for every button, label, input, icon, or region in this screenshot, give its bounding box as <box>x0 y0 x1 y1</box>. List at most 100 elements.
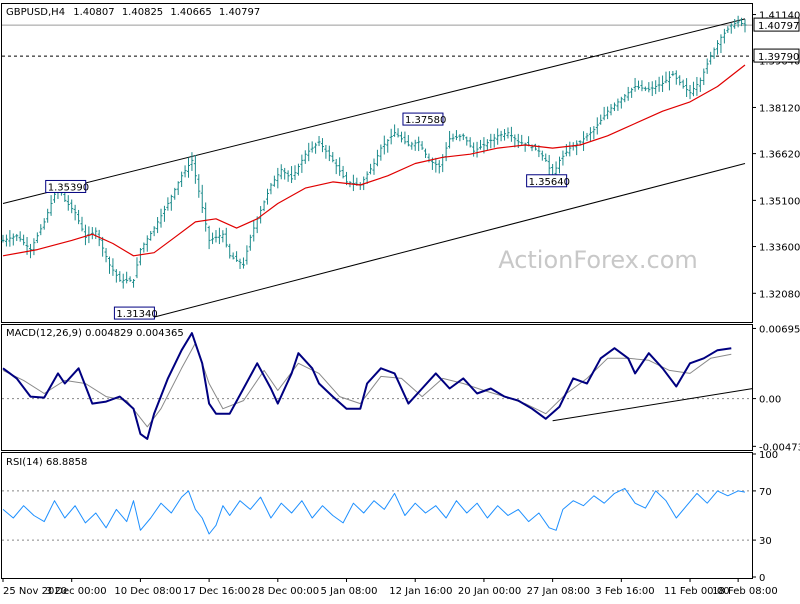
price-bar <box>434 157 438 173</box>
current-price-tag-box <box>753 17 800 32</box>
price-bar <box>162 205 166 222</box>
price-bar <box>389 128 393 145</box>
price-bar <box>369 163 373 175</box>
price-bar <box>341 165 345 179</box>
symbol-label: GBPUSD,H4 <box>6 7 65 18</box>
rsi-axis-label: 30 <box>759 536 772 547</box>
price-bar <box>667 71 671 91</box>
price-bar <box>114 269 118 283</box>
price-bar <box>104 248 108 263</box>
price-bar <box>540 150 544 161</box>
close-value: 1.40797 <box>219 7 260 18</box>
price-bar <box>393 124 397 137</box>
price-bar <box>365 171 369 184</box>
price-bar <box>156 217 160 234</box>
price-bar <box>283 167 287 180</box>
price-bar <box>678 75 682 86</box>
price-label-box <box>402 112 444 126</box>
reference-level-tag-text: 1.39790 <box>758 52 799 63</box>
price-bar <box>472 142 476 157</box>
price-bar <box>503 129 507 141</box>
price-bar <box>664 71 668 84</box>
price-axis-label: 1.33600 <box>759 243 800 254</box>
price-bar <box>221 230 225 243</box>
price-bar <box>169 194 173 211</box>
price-bar <box>32 238 36 256</box>
price-label: 1.35390 <box>45 179 89 193</box>
price-bar <box>640 80 644 92</box>
price-bar <box>310 141 314 153</box>
price-bar <box>176 181 180 195</box>
watermark: ActionForex.com <box>498 246 698 274</box>
time-axis-label: 12 Jan 16:00 <box>389 586 452 597</box>
time-axis-label: 27 Jan 08:00 <box>527 586 590 597</box>
price-layer: 1.35390 1.31340 1.37580 1.35640 <box>1 15 752 320</box>
time-axis-label: 5 Jan 08:00 <box>321 586 378 597</box>
price-bar <box>448 130 452 149</box>
price-bar <box>399 131 403 143</box>
reference-level-tag: 1.39790 <box>753 48 800 63</box>
price-bar <box>8 230 12 247</box>
macd-axis-label: -0.004736 <box>759 442 800 453</box>
price-bar <box>410 141 414 150</box>
price-bar <box>303 150 307 164</box>
price-bar <box>101 236 105 257</box>
price-bar <box>46 208 50 223</box>
price-bar <box>320 138 324 153</box>
price-bar <box>403 131 407 145</box>
price-bar <box>207 225 211 250</box>
price-bar <box>643 86 647 92</box>
price-bar <box>358 182 362 190</box>
price-bar <box>132 278 136 288</box>
price-bar <box>468 137 472 148</box>
price-bar <box>73 204 77 221</box>
price-bar <box>657 76 661 92</box>
price-bar <box>599 114 603 125</box>
price-bar <box>111 258 115 276</box>
price-axis-label: 1.32080 <box>759 289 800 300</box>
price-bar <box>661 75 665 92</box>
price-bar <box>204 202 208 232</box>
price-bar <box>11 233 15 246</box>
price-bar <box>286 170 290 182</box>
price-axis-label: 1.35100 <box>759 196 800 207</box>
price-bar <box>492 133 496 148</box>
macd-layer <box>2 332 754 440</box>
price-bar <box>272 175 276 187</box>
price-bar <box>568 141 572 157</box>
price-bar <box>262 200 266 212</box>
price-bar <box>681 79 685 89</box>
price-bar <box>211 232 215 245</box>
price-bar <box>633 77 637 92</box>
price-bar <box>307 142 311 162</box>
price-label-text: 1.31340 <box>116 309 157 320</box>
price-bar <box>420 141 424 150</box>
price-bar <box>317 136 321 147</box>
rsi-title: RSI(14) 68.8858 <box>6 457 87 468</box>
price-bar <box>626 86 630 101</box>
price-bar <box>637 80 641 90</box>
price-bar <box>248 234 252 251</box>
price-bar <box>396 128 400 138</box>
price-axis-label: 1.36620 <box>759 150 800 161</box>
price-bar <box>269 182 273 195</box>
price-bar <box>712 47 716 59</box>
price-bar <box>97 229 101 247</box>
price-bar <box>612 102 616 112</box>
price-bar <box>454 130 458 141</box>
price-bar <box>338 157 342 176</box>
price-bar <box>149 230 153 241</box>
macd-main-line <box>2 332 732 440</box>
price-bar <box>647 82 651 93</box>
price-bar <box>722 28 726 44</box>
price-bar <box>623 93 627 103</box>
price-bar <box>138 247 142 266</box>
price-label: 1.37580 <box>402 112 446 126</box>
price-bar <box>523 142 527 152</box>
price-bar <box>22 234 26 246</box>
macd-axis-label: 0.00 <box>759 395 781 406</box>
rsi-layer <box>2 487 752 541</box>
price-bar <box>266 188 270 205</box>
